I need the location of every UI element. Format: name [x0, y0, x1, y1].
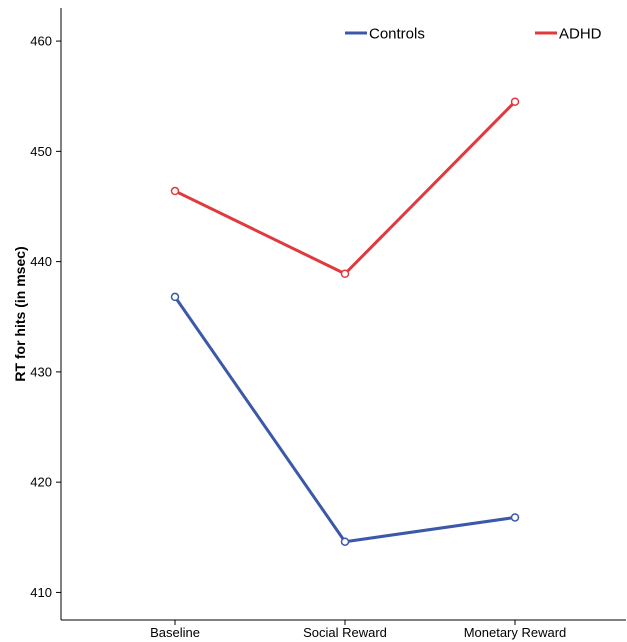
- legend-label-controls: Controls: [369, 26, 425, 43]
- ticks: 410 420 430 440 450 460 Baseline Social Reward M…: [30, 34, 566, 640]
- x-tick-label: Monetary Reward: [464, 625, 567, 640]
- series-line-controls: [173, 295, 517, 544]
- legend-label-adhd: ADHD: [559, 26, 602, 43]
- series-line-adhd: [173, 100, 517, 276]
- y-tick-label: 420: [30, 475, 52, 490]
- series: [170, 97, 520, 546]
- x-tick-label: Social Reward: [303, 625, 387, 640]
- x-tick-label: Baseline: [150, 625, 200, 640]
- y-tick-label: 460: [30, 34, 52, 49]
- y-tick-label: 440: [30, 254, 52, 269]
- data-point-controls: [170, 292, 180, 302]
- y-axis-label: RT for hits (in msec): [12, 246, 28, 381]
- y-tick-label: 410: [30, 585, 52, 600]
- data-point-controls: [340, 537, 350, 546]
- y-tick-label: 450: [30, 144, 52, 159]
- y-tick-label: 430: [30, 364, 52, 379]
- legend: Controls ADHD: [345, 26, 602, 43]
- data-point-adhd: [170, 186, 180, 196]
- data-point-controls: [510, 513, 520, 522]
- data-point-adhd: [340, 269, 350, 278]
- data-point-adhd: [510, 97, 520, 106]
- axes: [60, 8, 626, 621]
